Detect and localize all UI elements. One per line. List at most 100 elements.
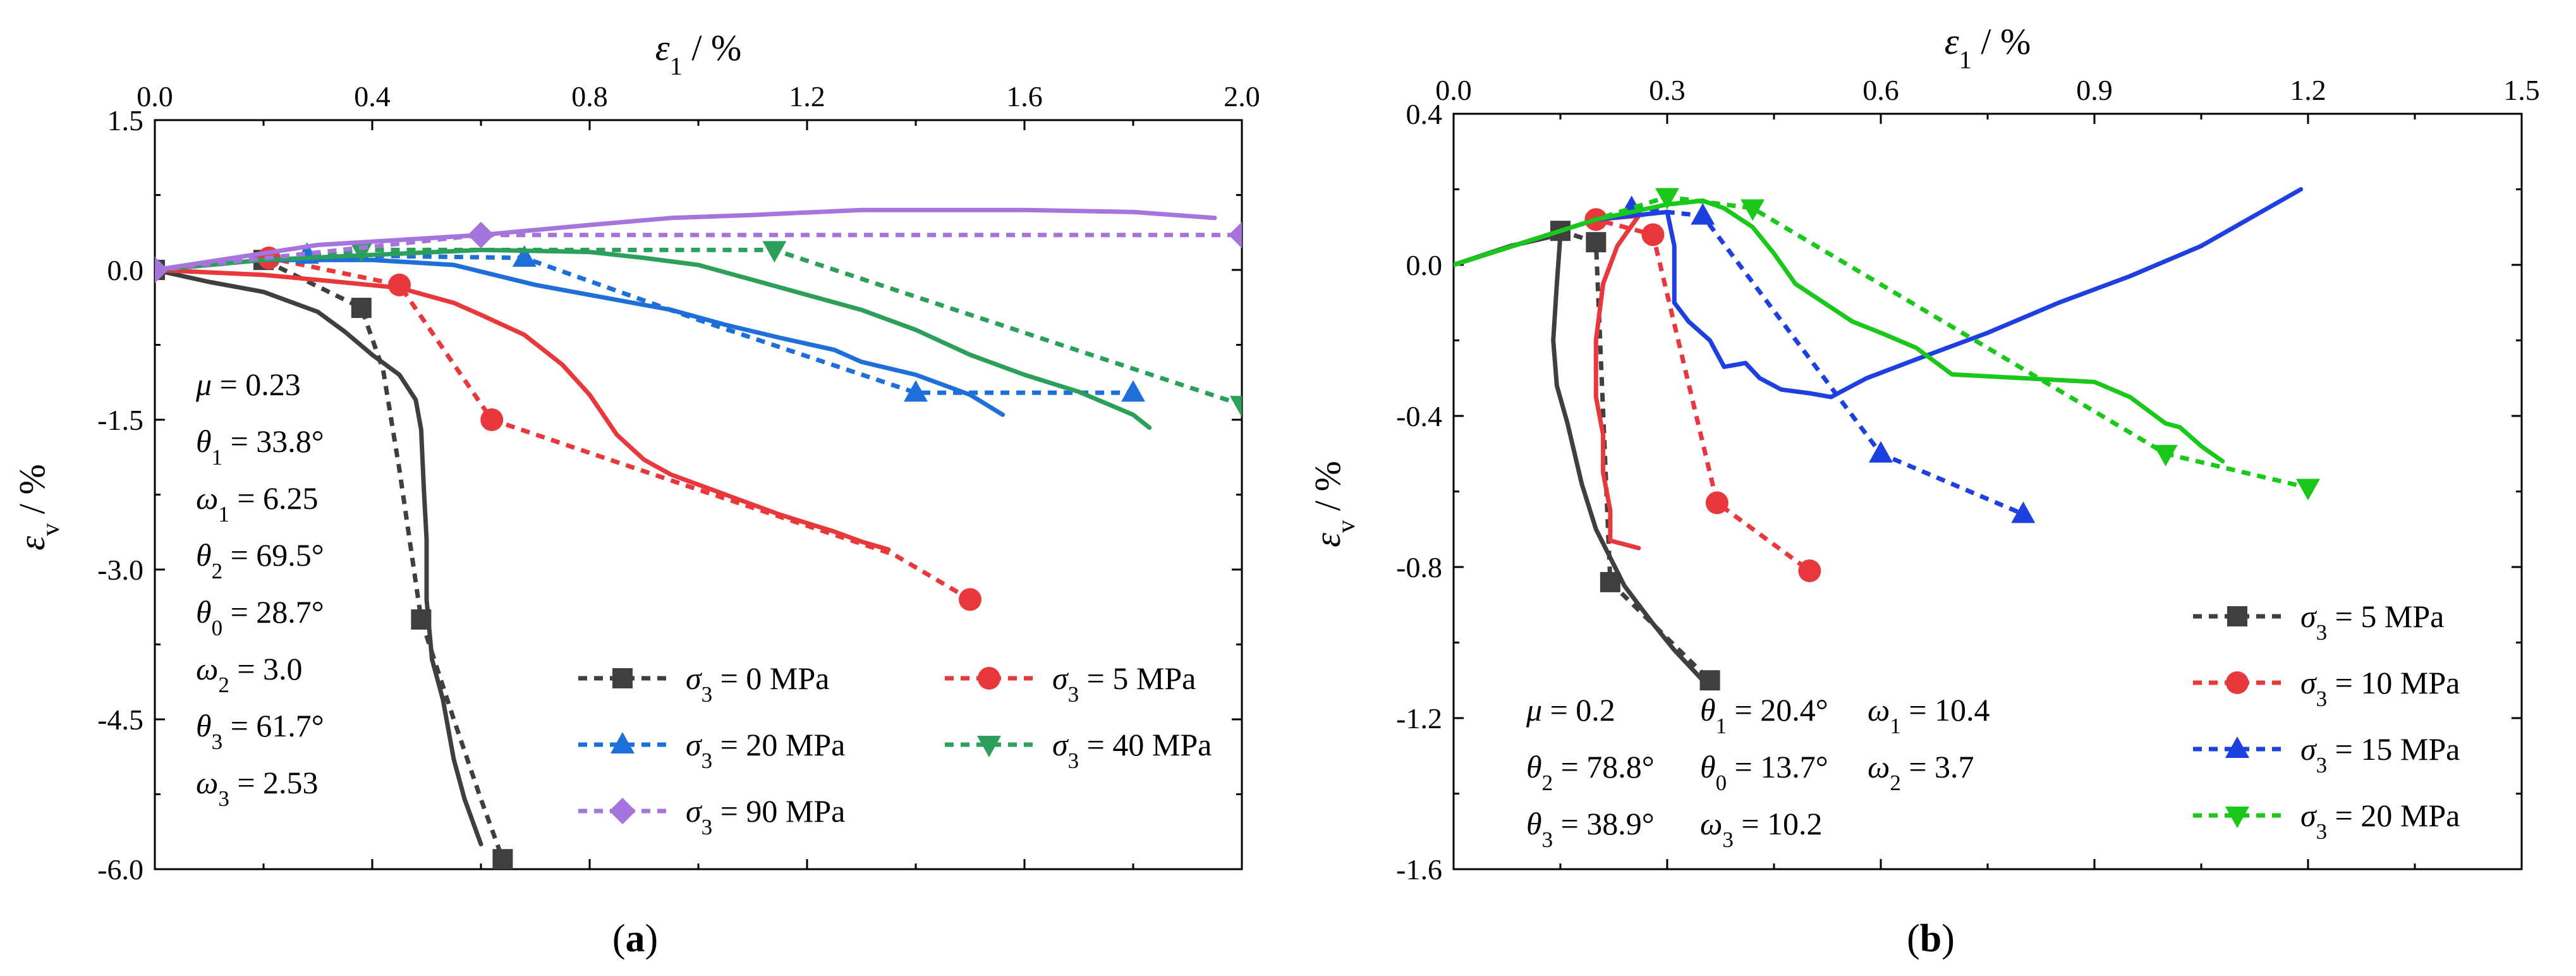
legend-item: σ3 = 40 MPa xyxy=(945,727,1212,773)
x-tick-label: 1.2 xyxy=(789,80,825,113)
legend-label: σ3 = 0 MPa xyxy=(686,661,829,707)
parameter-annotation: ω3 = 10.2 xyxy=(1700,806,1823,852)
legend-marker xyxy=(2227,606,2247,626)
parameter-annotation: θ3 = 38.9° xyxy=(1526,806,1655,852)
legend-marker xyxy=(977,736,1001,757)
legend-marker xyxy=(2225,736,2249,758)
x-tick-label: 1.6 xyxy=(1006,80,1043,113)
legend-label: σ3 = 90 MPa xyxy=(686,793,845,839)
x-tick-label: 0.0 xyxy=(137,80,173,113)
data-marker xyxy=(1741,199,1765,221)
plot-area xyxy=(155,207,1242,869)
y-tick-label: 0.4 xyxy=(1406,98,1443,130)
parameter-annotation: ω3 = 2.53 xyxy=(196,765,319,811)
experimental-line xyxy=(1454,232,1713,690)
legend-marker xyxy=(611,732,635,753)
y-tick-label: -3.0 xyxy=(97,554,143,586)
chart-panel-a: 0.0 0.4 0.8 1.2 1.6 2.01.50.0-1.5-3.0-4.5-6.0… xyxy=(11,27,1260,960)
data-marker xyxy=(1705,491,1728,515)
y-tick-label: 0.0 xyxy=(1406,249,1443,281)
experimental-line xyxy=(155,207,1217,272)
x-tick-label: 2.0 xyxy=(1224,80,1260,113)
legend-label: σ3 = 20 MPa xyxy=(686,727,845,773)
data-marker xyxy=(1600,571,1620,592)
parameter-annotation: θ3 = 61.7° xyxy=(196,708,324,754)
series-3 xyxy=(1454,188,2320,501)
data-marker xyxy=(492,849,513,869)
x-tick-label: 0.6 xyxy=(1862,74,1899,106)
legend-item: σ3 = 90 MPa xyxy=(578,793,845,839)
parameter-annotation: θ0 = 13.7° xyxy=(1700,749,1828,795)
parameter-annotation: ω2 = 3.7 xyxy=(1868,749,1974,795)
series-1 xyxy=(1454,208,1821,582)
y-tick-label: -1.6 xyxy=(1396,853,1442,886)
legend-marker xyxy=(2225,807,2249,828)
x-axis-title: ε1 / % xyxy=(1945,21,2031,74)
x-tick-label: 1.5 xyxy=(2503,74,2540,106)
data-marker xyxy=(1229,221,1242,248)
data-marker xyxy=(1655,188,1679,210)
data-marker xyxy=(2296,479,2320,501)
data-marker xyxy=(411,609,432,630)
model-dashed-line xyxy=(155,247,1242,407)
series-2 xyxy=(155,242,1145,417)
data-marker xyxy=(1230,396,1242,418)
y-tick-label: -6.0 xyxy=(97,853,143,886)
experimental-line xyxy=(155,247,1152,430)
parameter-annotation: θ1 = 33.8° xyxy=(196,424,324,470)
parameter-annotation: ω2 = 3.0 xyxy=(196,651,303,697)
parameter-annotation: θ0 = 28.7° xyxy=(196,594,324,640)
data-marker xyxy=(762,241,787,263)
model-dashed-line xyxy=(1454,217,1811,573)
legend-item: σ3 = 5 MPa xyxy=(945,661,1196,707)
legend-label: σ3 = 40 MPa xyxy=(1052,727,1212,773)
legend-marker xyxy=(2226,671,2249,694)
y-tick-label: -1.5 xyxy=(97,404,143,436)
panel-label: (a) xyxy=(612,917,658,960)
x-tick-label: 0.0 xyxy=(1435,74,1472,106)
data-marker xyxy=(351,298,372,319)
parameter-annotation: μ = 0.23 xyxy=(195,367,301,402)
parameter-annotation: ω1 = 6.25 xyxy=(196,480,319,527)
y-tick-label: -1.2 xyxy=(1396,702,1442,735)
model-dashed-line xyxy=(155,252,1133,395)
data-marker xyxy=(904,380,928,402)
y-axis-title: εv / % xyxy=(11,464,64,551)
x-tick-label: 0.8 xyxy=(571,80,608,113)
parameter-annotation: θ1 = 20.4° xyxy=(1700,692,1828,738)
experimental-line xyxy=(155,267,483,846)
legend-label: σ3 = 5 MPa xyxy=(2300,599,2444,645)
data-marker xyxy=(480,408,504,431)
legend-item: σ3 = 0 MPa xyxy=(578,661,829,707)
parameter-annotation: ω1 = 10.4 xyxy=(1868,692,1990,738)
y-tick-label: -0.8 xyxy=(1396,551,1442,583)
experimental-line xyxy=(155,257,1005,417)
data-marker xyxy=(2011,501,2036,523)
legend-marker xyxy=(609,798,636,824)
data-marker xyxy=(1121,380,1145,402)
data-marker xyxy=(2153,444,2178,467)
parameter-annotation: μ = 0.2 xyxy=(1526,692,1615,728)
data-marker xyxy=(1691,203,1715,225)
model-dashed-line xyxy=(1454,194,2309,490)
data-marker xyxy=(1798,559,1821,582)
data-marker xyxy=(1869,441,1893,463)
y-axis-title: εv / % xyxy=(1307,461,1360,547)
model-dashed-line xyxy=(1454,228,1712,682)
legend-item: σ3 = 15 MPa xyxy=(2193,731,2460,778)
y-tick-label: -4.5 xyxy=(97,704,143,736)
legend-label: σ3 = 20 MPa xyxy=(2300,798,2460,844)
legend-item: σ3 = 10 MPa xyxy=(2193,665,2460,711)
data-marker xyxy=(512,245,537,267)
x-axis-title: ε1 / % xyxy=(655,27,742,80)
x-tick-label: 0.4 xyxy=(354,80,391,113)
data-marker xyxy=(959,588,981,611)
series-2 xyxy=(1454,187,2304,523)
y-tick-label: 0.0 xyxy=(107,254,144,286)
parameter-annotation: θ2 = 78.8° xyxy=(1526,749,1655,795)
x-tick-label: 0.3 xyxy=(1649,74,1686,106)
data-marker xyxy=(388,273,411,296)
legend-marker xyxy=(612,668,633,688)
